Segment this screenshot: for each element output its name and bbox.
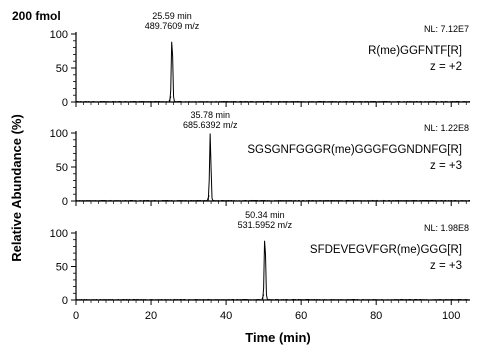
panel-3-x-tick-label: 60 xyxy=(295,310,307,322)
panel-1-y-tick-label: 50 xyxy=(56,63,68,75)
panel-3-x-tick-label: 80 xyxy=(370,310,382,322)
panel-2-nl-label: NL: 1.22E8 xyxy=(424,123,469,133)
panel-1-trace xyxy=(75,41,470,103)
panel-2-peak-time: 35.78 min xyxy=(190,110,230,120)
panel-2-peak-mz: 685.6392 m/z xyxy=(183,120,238,130)
panel-3-peak-shoulder xyxy=(261,294,265,300)
panel-3-peptide-label: SFDEVEGVFGR(me)GGG[R] xyxy=(310,244,462,256)
panel-3-peak-time: 50.34 min xyxy=(245,210,285,220)
panel-1-charge-label: z = +2 xyxy=(430,61,462,73)
panel-1-peak-shoulder xyxy=(168,96,172,102)
panel-1-peak-mz: 489.7609 m/z xyxy=(145,21,200,31)
panel-3-nl-label: NL: 1.98E8 xyxy=(424,223,469,233)
y-axis-label: Relative Abundance (%) xyxy=(9,114,24,262)
panel-3-y-tick-label: 0 xyxy=(62,295,68,307)
panel-3-peak-mz: 531.5952 m/z xyxy=(238,220,293,230)
panel-1-y-tick-label: 0 xyxy=(62,97,68,109)
panel-3-y-tick-label: 100 xyxy=(50,228,68,240)
panel-2-charge-label: z = +3 xyxy=(430,160,462,172)
x-axis-label: Time (min) xyxy=(245,330,311,345)
corner-label: 200 fmol xyxy=(12,9,61,23)
panel-2-y-tick-label: 0 xyxy=(62,196,68,208)
panel-1-peptide-label: R(me)GGFNTF[R] xyxy=(368,45,462,57)
panel-3-x-tick-label: 100 xyxy=(442,310,460,322)
panel-3-x-tick-label: 20 xyxy=(145,310,157,322)
panel-3-x-tick-label: 40 xyxy=(220,310,232,322)
panel-1-nl-label: NL: 7.12E7 xyxy=(424,24,469,34)
panel-2-y-tick-label: 100 xyxy=(50,128,68,140)
panel-3-x-tick-label: 0 xyxy=(73,310,79,322)
panel-3-y-tick-label: 50 xyxy=(56,262,68,274)
panel-2-y-tick-label: 50 xyxy=(56,162,68,174)
panel-2-trace xyxy=(75,133,471,202)
panel-1-peak-time: 25.59 min xyxy=(152,11,192,21)
panel-2-peak-shoulder xyxy=(206,195,210,201)
panel-1-y-tick-label: 100 xyxy=(50,29,68,41)
panel-3-trace xyxy=(75,240,471,301)
panel-3-charge-label: z = +3 xyxy=(430,260,462,272)
panel-2-peptide-label: SGSGNFGGGR(me)GGGFGGNDNFG[R] xyxy=(247,144,462,156)
